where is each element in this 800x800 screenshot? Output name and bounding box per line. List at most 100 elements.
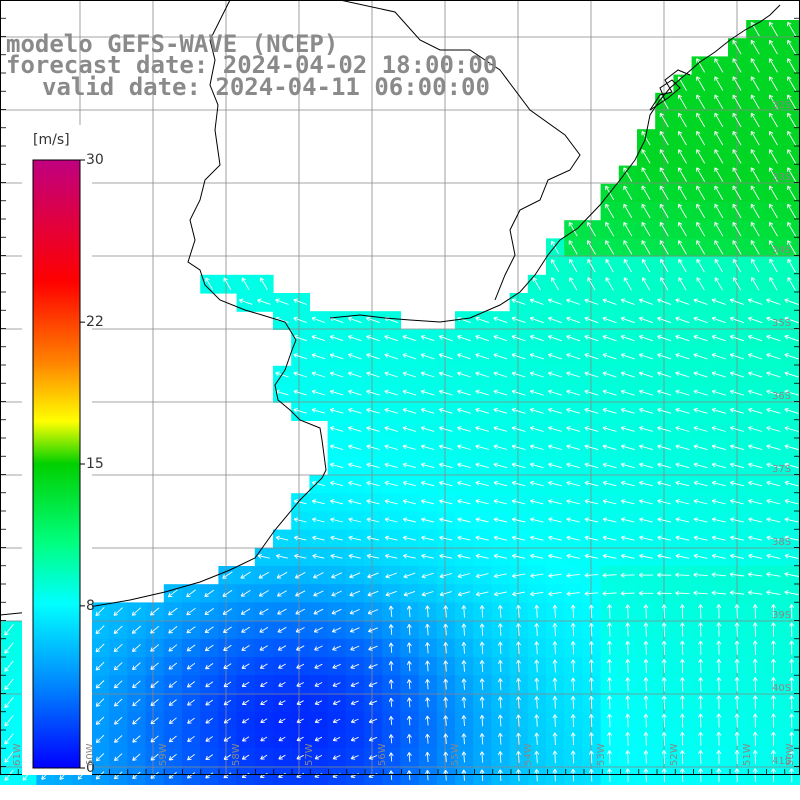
wind-arrow: [714, 94, 724, 110]
wind-arrow: [732, 240, 742, 255]
wind-arrow: [677, 167, 687, 182]
wind-arrow: [641, 149, 651, 164]
wind-arrow: [787, 149, 797, 164]
wind-arrow: [750, 76, 760, 91]
wind-arrow: [623, 222, 633, 237]
wind-cell: [782, 92, 800, 112]
wind-arrow: [659, 112, 669, 128]
wind-arrow: [714, 167, 724, 182]
valid-date: valid date: 2024-04-11 06:00:00: [42, 73, 490, 101]
latitude-label: 34S: [772, 245, 792, 256]
wind-arrow: [605, 240, 615, 255]
wind-arrow: [768, 167, 778, 182]
wind-arrow: [787, 222, 797, 237]
wind-arrow: [696, 149, 706, 164]
longitude-label: 60W: [85, 743, 96, 766]
wind-arrow: [659, 185, 669, 201]
longitude-label: 56W: [377, 743, 388, 766]
wind-arrow: [787, 203, 797, 219]
longitude-label: 58W: [231, 743, 242, 766]
wind-arrow: [787, 21, 797, 37]
latitude-label: 36S: [772, 391, 792, 402]
wind-arrow: [732, 149, 742, 164]
wind-arrow: [787, 58, 797, 73]
wind-arrow: [750, 240, 760, 255]
wind-arrow: [659, 149, 669, 164]
wind-arrow: [550, 240, 560, 255]
wind-arrow: [641, 259, 651, 273]
wind-arrow: [677, 94, 687, 110]
wind-arrow: [550, 259, 560, 273]
wind-arrow: [696, 222, 706, 237]
wind-cell: [782, 274, 800, 294]
wind-arrow: [714, 76, 724, 91]
wind-arrow: [787, 131, 797, 146]
wind-arrow: [714, 203, 724, 219]
wind-arrow: [714, 185, 724, 201]
longitude-label: 59W: [158, 743, 169, 766]
wind-arrow: [732, 40, 742, 55]
wind-cell: [782, 20, 800, 39]
wind-cell: [782, 165, 800, 185]
wind-arrow: [677, 149, 687, 164]
latitude-label: 40S: [772, 683, 792, 694]
wind-arrow: [623, 240, 633, 255]
wind-arrow: [732, 203, 742, 219]
wind-arrow: [750, 167, 760, 182]
colorbar-tick-label: 8: [86, 597, 95, 614]
wind-arrow: [732, 76, 742, 91]
wind-arrow: [750, 149, 760, 164]
wind-arrow: [768, 149, 778, 164]
colorbar-tick-label: 15: [86, 456, 104, 472]
wind-arrow: [750, 203, 760, 219]
latitude-label: 32S: [772, 100, 792, 111]
wind-arrow: [641, 240, 651, 255]
wind-arrow: [677, 203, 687, 219]
wind-arrow: [641, 167, 651, 182]
wind-arrow: [714, 131, 724, 146]
wind-arrow: [677, 185, 687, 201]
wind-arrow: [605, 259, 614, 273]
wind-arrow: [768, 76, 778, 91]
lat-lon-grid: [0, 0, 800, 775]
wind-arrow: [696, 76, 706, 91]
colorbar: [32, 159, 81, 769]
wind-arrow: [677, 240, 687, 255]
wind-cell: [782, 74, 800, 94]
wind-arrow: [623, 167, 633, 182]
wind-arrow: [768, 94, 778, 110]
wind-arrow: [787, 185, 797, 201]
wind-arrow: [787, 167, 797, 182]
wind-arrow: [732, 131, 742, 146]
wind-arrow: [696, 258, 705, 273]
wind-arrow: [641, 185, 651, 201]
wind-arrow: [605, 203, 615, 219]
wind-arrow: [696, 203, 706, 219]
wind-arrow: [678, 259, 687, 273]
wind-arrow: [568, 222, 578, 237]
wind-arrows: [4, 21, 799, 783]
latitude-label: 33S: [772, 172, 792, 183]
wind-arrow: [677, 131, 687, 146]
wind-arrow: [677, 222, 687, 237]
longitude-label: 61W: [12, 743, 23, 766]
wind-arrow: [768, 112, 778, 128]
wind-arrow: [750, 131, 760, 146]
wind-arrow: [750, 112, 760, 128]
wind-arrow: [732, 94, 742, 110]
wind-arrow: [696, 185, 706, 201]
wind-arrow: [732, 167, 742, 182]
wind-arrow: [787, 40, 797, 55]
wind-arrow: [641, 203, 651, 219]
wind-arrow: [714, 240, 724, 255]
wind-arrow: [732, 222, 742, 237]
wind-arrow: [768, 58, 778, 73]
wind-arrow: [696, 167, 706, 182]
wind-arrow: [768, 240, 778, 255]
wind-cell: [782, 183, 800, 203]
wind-arrow: [750, 21, 760, 37]
wind-arrow: [768, 185, 778, 201]
wind-arrow: [768, 40, 778, 55]
wind-arrow: [586, 240, 596, 255]
